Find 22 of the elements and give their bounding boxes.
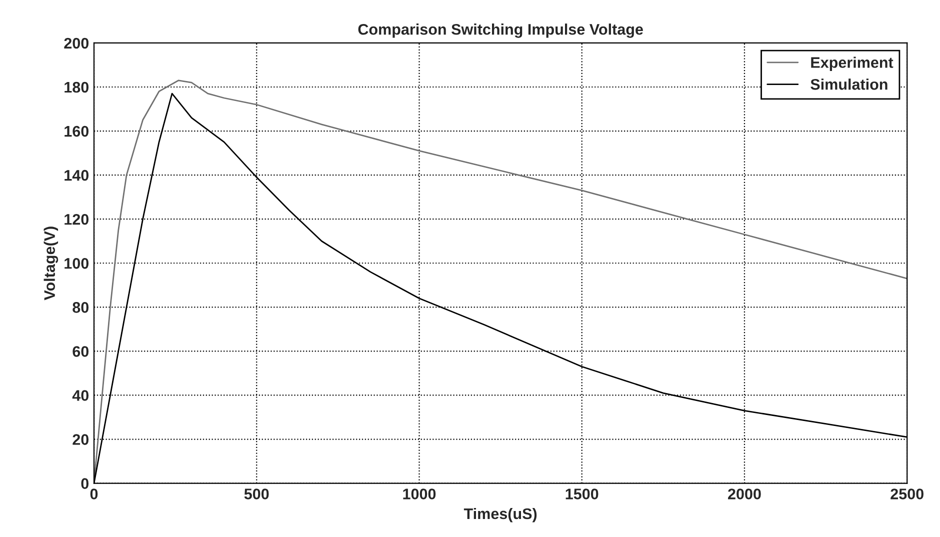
x-tick-label: 1000 <box>403 488 436 500</box>
y-tick-label: 160 <box>64 126 89 137</box>
x-tick-label: 2000 <box>728 488 761 500</box>
y-tick-label: 80 <box>72 302 89 313</box>
y-tick-label: 40 <box>72 390 89 401</box>
y-tick-label: 20 <box>72 434 89 445</box>
x-tick-label: 500 <box>244 488 269 500</box>
x-tick-label: 0 <box>90 488 98 500</box>
y-tick-label: 60 <box>72 346 89 357</box>
y-tick-label: 100 <box>64 258 89 269</box>
y-tick-label: 120 <box>64 214 89 225</box>
chart-title: Comparison Switching Impulse Voltage <box>358 24 643 38</box>
y-tick-label: 140 <box>64 170 89 181</box>
x-tick-label: 1500 <box>566 488 598 500</box>
legend-label: Experiment <box>811 56 894 71</box>
y-tick-label: 0 <box>81 478 89 489</box>
y-tick-label: 180 <box>64 82 89 93</box>
x-axis-title: Times(uS) <box>464 508 537 522</box>
y-tick-label: 200 <box>64 38 89 49</box>
x-tick-label: 2500 <box>890 488 924 500</box>
legend-label: Simulation <box>810 78 888 90</box>
y-axis-title: Voltage(V) <box>44 226 58 300</box>
